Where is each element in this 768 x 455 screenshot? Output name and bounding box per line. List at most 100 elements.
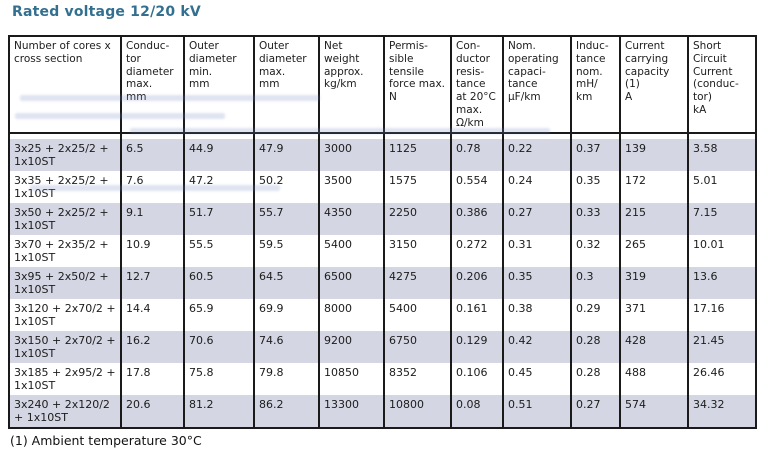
cable-spec-table: Number of cores x cross section Conduc- t…	[8, 35, 757, 429]
table-cell: 0.106	[450, 362, 503, 395]
table-cell: 0.3	[570, 266, 620, 299]
table-cell: 2250	[383, 202, 451, 235]
table-cell: 3150	[383, 234, 451, 267]
table-cell: 4350	[318, 202, 384, 235]
table-cell: 7.15	[687, 202, 756, 235]
table-row: 3x120 + 2x70/2 + 1x10ST 14.4 65.9 69.9 8000 5…	[9, 298, 756, 331]
table-cell: 488	[619, 362, 688, 395]
table-row: 3x150 + 2x70/2 + 1x10ST 16.2 70.6 74.6 9200 6…	[9, 330, 756, 363]
table-cell: 69.9	[253, 298, 319, 331]
table-row: 3x185 + 2x95/2 + 1x10ST 17.8 75.8 79.8 10850…	[9, 362, 756, 395]
table-cell: 20.6	[120, 394, 184, 428]
spacer-cell	[318, 132, 384, 139]
table-cell: 3000	[318, 138, 384, 171]
table-cell: 59.5	[253, 234, 319, 267]
table-row: 3x25 + 2x25/2 + 1x10ST 6.5 44.9 47.9 3000 112…	[9, 138, 756, 171]
table-cell: 47.2	[183, 170, 254, 203]
table-row: 3x95 + 2x50/2 + 1x10ST 12.7 60.5 64.5 6500 42…	[9, 266, 756, 299]
table-cell: 44.9	[183, 138, 254, 171]
table-cell: 0.554	[450, 170, 503, 203]
table-cell: 13300	[318, 394, 384, 428]
table-cell: 10.9	[120, 234, 184, 267]
table-cell: 17.16	[687, 298, 756, 331]
table-cell: 74.6	[253, 330, 319, 363]
table-cell: 0.35	[502, 266, 571, 299]
spacer-cell	[253, 132, 319, 139]
table-cell: 51.7	[183, 202, 254, 235]
table-cell: 9.1	[120, 202, 184, 235]
table-cell: 0.45	[502, 362, 571, 395]
table-cell: 0.37	[570, 138, 620, 171]
table-cell: 8000	[318, 298, 384, 331]
table-cell: 47.9	[253, 138, 319, 171]
column-header: Induc- tance nom. mH/ km	[570, 36, 620, 134]
spacer-cell	[570, 132, 620, 139]
column-header: Conduc- tor diameter max. mm	[120, 36, 184, 134]
column-header: Short Circuit Current (conduc- tor) kA	[687, 36, 756, 134]
table-cell: 3x95 + 2x50/2 + 1x10ST	[9, 266, 121, 299]
table-row: 3x70 + 2x35/2 + 1x10ST 10.9 55.5 59.5 5400 31…	[9, 234, 756, 267]
column-header: Outer diameter min. mm	[183, 36, 254, 134]
table-cell: 7.6	[120, 170, 184, 203]
table-cell: 6500	[318, 266, 384, 299]
table-cell: 0.28	[570, 330, 620, 363]
table-cell: 0.31	[502, 234, 571, 267]
table-cell: 0.22	[502, 138, 571, 171]
table-cell: 172	[619, 170, 688, 203]
table-cell: 65.9	[183, 298, 254, 331]
spacer-cell	[183, 132, 254, 139]
table-cell: 4275	[383, 266, 451, 299]
table-cell: 5400	[318, 234, 384, 267]
table-cell: 0.33	[570, 202, 620, 235]
table-header-row: Number of cores x cross section Conduc- t…	[9, 36, 756, 134]
table-cell: 0.206	[450, 266, 503, 299]
table-cell: 0.27	[570, 394, 620, 428]
table-cell: 26.46	[687, 362, 756, 395]
table-cell: 6750	[383, 330, 451, 363]
table-cell: 3x185 + 2x95/2 + 1x10ST	[14, 365, 116, 392]
table-row: 3x240 + 2x120/2 + 1x10ST 20.6 81.2 86.2 1330…	[9, 394, 756, 428]
table-cell: 55.7	[253, 202, 319, 235]
table-cell: 10850	[318, 362, 384, 395]
table-header: Number of cores x cross section Conduc- t…	[9, 36, 756, 134]
table-cell: 574	[619, 394, 688, 428]
table-cell: 60.5	[183, 266, 254, 299]
table-cell: 0.29	[570, 298, 620, 331]
table-cell: 81.2	[183, 394, 254, 428]
table-cell: 1575	[383, 170, 451, 203]
table-cell: 3x35 + 2x25/2 + 1x10ST	[14, 173, 109, 200]
table-cell: 6.5	[120, 138, 184, 171]
table-cell: 3x50 + 2x25/2 + 1x10ST	[9, 202, 121, 235]
table-cell: 50.2	[253, 170, 319, 203]
table-cell: 34.32	[687, 394, 756, 428]
spacer-cell	[9, 132, 121, 139]
table-cell: 10800	[383, 394, 451, 428]
table-cell: 3x70 + 2x35/2 + 1x10ST	[14, 237, 109, 264]
table-cell: 3500	[318, 170, 384, 203]
column-header: Current carrying capacity (1) A	[619, 36, 688, 134]
table-cell: 16.2	[120, 330, 184, 363]
table-body: 3x25 + 2x25/2 + 1x10ST 6.5 44.9 47.9 3000 112…	[9, 132, 756, 428]
spacer-cell	[450, 132, 503, 139]
table-cell: 64.5	[253, 266, 319, 299]
table-cell: 428	[619, 330, 688, 363]
table-cell: 3.58	[687, 138, 756, 171]
table-cell: 0.38	[502, 298, 571, 331]
column-header: Number of cores x cross section	[9, 36, 121, 134]
table-cell: 70.6	[183, 330, 254, 363]
table-cell: 319	[619, 266, 688, 299]
page-title: Rated voltage 12/20 kV	[12, 4, 201, 20]
table-cell: 0.32	[570, 234, 620, 267]
table-cell: 10.01	[687, 234, 756, 267]
table-cell: 17.8	[120, 362, 184, 395]
table-cell: 0.42	[502, 330, 571, 363]
table-cell: 79.8	[253, 362, 319, 395]
table-cell: 3x150 + 2x70/2 + 1x10ST	[9, 330, 121, 363]
spacer-cell	[120, 132, 184, 139]
spacer-cell	[502, 132, 571, 139]
table-cell: 139	[619, 138, 688, 171]
table-cell: 75.8	[183, 362, 254, 395]
table-cell: 0.27	[502, 202, 571, 235]
table-cell: 371	[619, 298, 688, 331]
table-cell: 55.5	[183, 234, 254, 267]
